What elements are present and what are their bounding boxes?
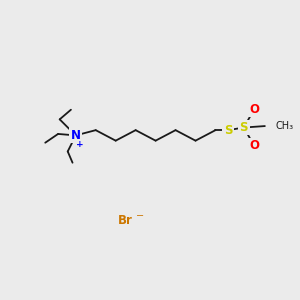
Text: +: + xyxy=(76,140,84,149)
Text: −: − xyxy=(136,211,145,221)
Text: CH₃: CH₃ xyxy=(276,121,294,131)
Text: O: O xyxy=(249,139,259,152)
Text: O: O xyxy=(249,103,259,116)
Text: N: N xyxy=(71,129,81,142)
Text: S: S xyxy=(224,124,232,137)
Text: S: S xyxy=(240,121,248,134)
Text: Br: Br xyxy=(118,214,133,226)
